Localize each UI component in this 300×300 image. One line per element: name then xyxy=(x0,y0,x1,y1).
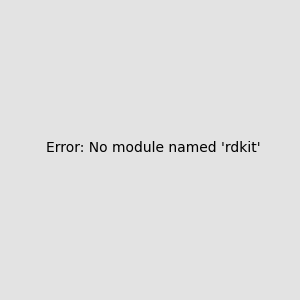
Text: Error: No module named 'rdkit': Error: No module named 'rdkit' xyxy=(46,140,261,154)
